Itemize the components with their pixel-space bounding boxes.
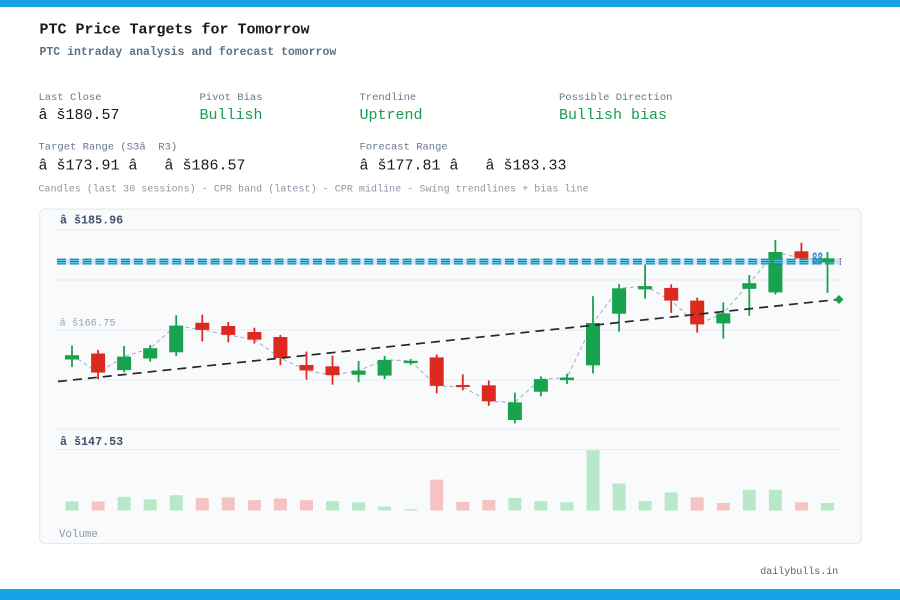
svg-text:â š173.91 â â š186.57: â š173.91 â â š186.57 — [39, 157, 246, 174]
svg-text:Pivot Bias: Pivot Bias — [200, 92, 263, 104]
svg-text:PTC Price Targets for Tomorrow: PTC Price Targets for Tomorrow — [40, 22, 310, 39]
svg-text:Uptrend: Uptrend — [360, 107, 423, 124]
svg-text:Target Range (S3â R3): Target Range (S3â R3) — [39, 142, 178, 154]
svg-text:Possible Direction: Possible Direction — [559, 92, 672, 104]
svg-text:dailybulls.in: dailybulls.in — [760, 566, 838, 578]
svg-text:PTC intraday analysis and fore: PTC intraday analysis and forecast tomor… — [40, 46, 337, 59]
svg-text:Trendline: Trendline — [360, 92, 417, 104]
svg-text:Bullish: Bullish — [200, 107, 263, 124]
svg-text:â š185.96: â š185.96 — [60, 214, 123, 228]
svg-text:â š180.57: â š180.57 — [39, 107, 120, 124]
svg-text:â š177.81 â â š183.33: â š177.81 â â š183.33 — [360, 157, 567, 174]
svg-text:Volume: Volume — [59, 529, 98, 541]
svg-text:Candles (last 30 sessions) - C: Candles (last 30 sessions) - CPR band (l… — [39, 184, 589, 196]
svg-text:88: 88 — [812, 250, 823, 270]
svg-text:â š147.53: â š147.53 — [60, 435, 123, 449]
svg-text:Last Close: Last Close — [39, 92, 102, 104]
svg-text:â š166.75: â š166.75 — [60, 318, 116, 330]
svg-text:Forecast Range: Forecast Range — [360, 142, 448, 154]
svg-text:Bullish bias: Bullish bias — [559, 107, 667, 124]
